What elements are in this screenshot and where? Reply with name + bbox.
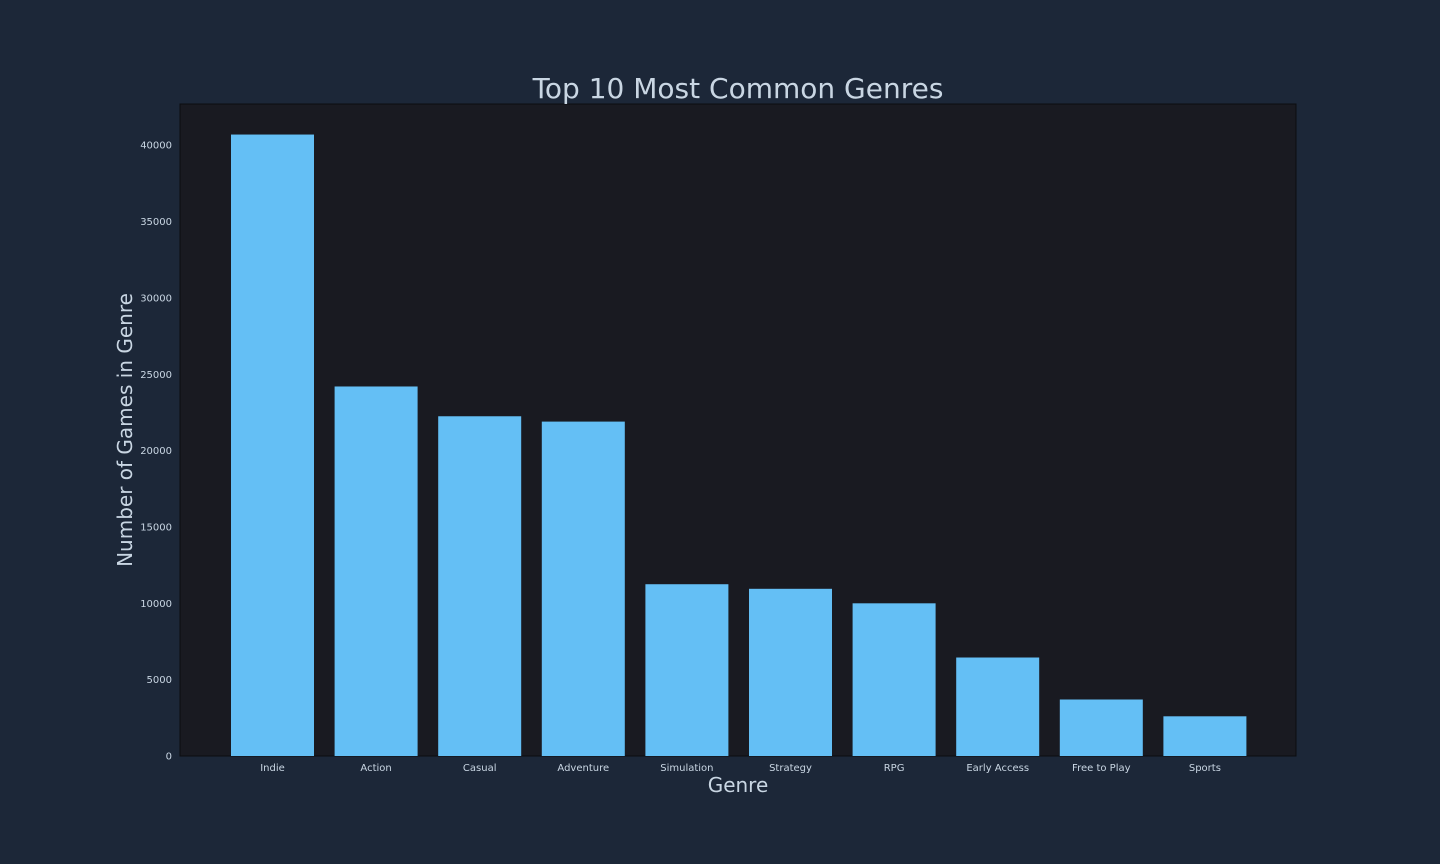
bar-rpg	[852, 603, 936, 756]
chart-title: Top 10 Most Common Genres	[532, 72, 944, 105]
bar-sports	[1163, 716, 1247, 756]
bar-strategy	[749, 588, 832, 756]
y-tick-label: 35000	[140, 217, 172, 228]
bar-action	[334, 386, 418, 756]
y-tick-label: 0	[166, 752, 172, 763]
x-tick-label: Early Access	[966, 763, 1029, 774]
y-tick-label: 5000	[147, 675, 172, 686]
bar-indie	[231, 134, 314, 757]
bar-simulation	[645, 584, 729, 756]
x-tick-label: Indie	[260, 763, 285, 774]
y-tick-label: 25000	[140, 370, 172, 381]
y-tick-label: 15000	[140, 522, 172, 533]
x-tick-label: Casual	[463, 763, 497, 774]
x-axis-label: Genre	[708, 773, 769, 797]
bar-adventure	[541, 421, 625, 756]
bar-early-access	[956, 657, 1040, 756]
x-tick-label: Strategy	[769, 763, 812, 774]
x-axis-ticks: Indie Action Casual Adventure Simulation Stra…	[260, 763, 1221, 774]
x-tick-label: Simulation	[660, 763, 713, 774]
x-tick-label: RPG	[884, 763, 905, 774]
y-axis-ticks: 0 5000 10000 15000 20000 25000 30000 35000 40000	[140, 141, 172, 763]
bar-casual	[438, 416, 522, 756]
x-tick-label: Adventure	[557, 763, 609, 774]
bars-group	[231, 134, 1247, 757]
y-axis-label: Number of Games in Genre	[113, 293, 137, 567]
x-tick-label: Sports	[1189, 763, 1221, 774]
x-tick-label: Free to Play	[1072, 763, 1131, 774]
bar-free-to-play	[1059, 699, 1143, 756]
x-tick-label: Action	[360, 763, 391, 774]
y-tick-label: 30000	[140, 293, 172, 304]
y-tick-label: 20000	[140, 446, 172, 457]
y-tick-label: 10000	[140, 599, 172, 610]
y-tick-label: 40000	[140, 141, 172, 152]
